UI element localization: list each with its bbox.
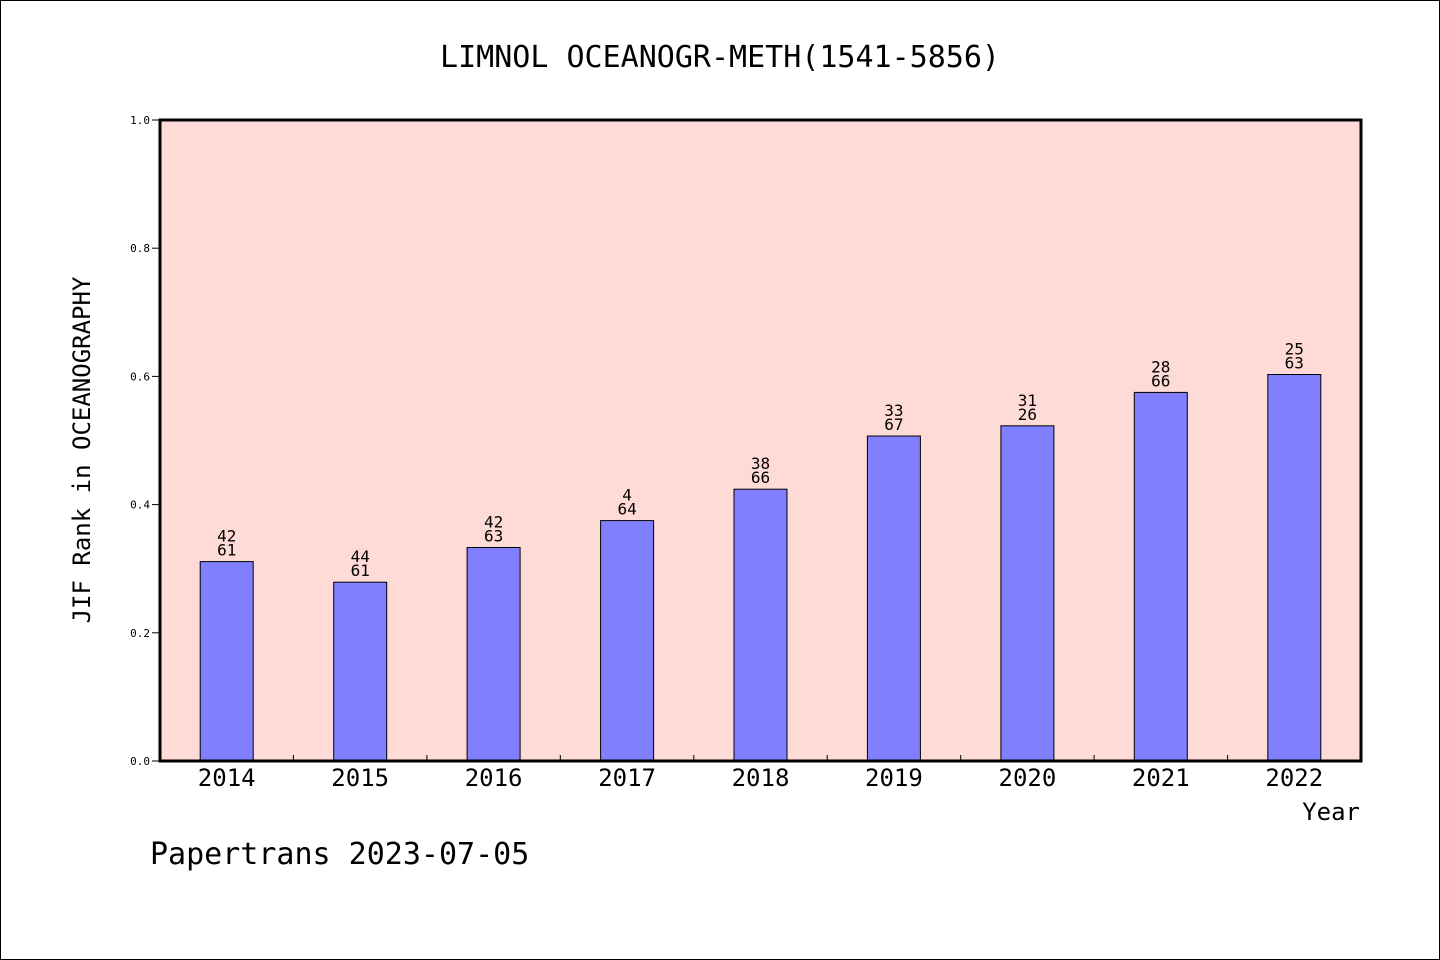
x-tick-label-2016: 2016	[465, 764, 523, 792]
data-label-bottom-2020: 26	[1018, 405, 1037, 424]
data-label-bottom-2015: 61	[351, 561, 370, 580]
y-tick-label-0.2: 0.2	[130, 627, 150, 640]
x-tick-label-2022: 2022	[1265, 764, 1323, 792]
bar-2014	[200, 562, 253, 761]
data-label-bottom-2022: 63	[1285, 354, 1304, 373]
x-tick-label-2020: 2020	[999, 764, 1057, 792]
bar-2015	[334, 582, 387, 761]
x-tick-label-2018: 2018	[732, 764, 790, 792]
bar-2018	[734, 489, 787, 761]
data-label-bottom-2019: 67	[884, 415, 903, 434]
bar-2022	[1268, 375, 1321, 762]
x-tick-label-2015: 2015	[331, 764, 389, 792]
bar-2019	[867, 436, 920, 761]
y-tick-label-1.0: 1.0	[130, 114, 150, 127]
y-tick-label-0.8: 0.8	[130, 242, 150, 255]
bar-2017	[601, 521, 654, 761]
y-tick-label-0.0: 0.0	[130, 755, 150, 768]
data-label-bottom-2016: 63	[484, 527, 503, 546]
data-label-bottom-2017: 64	[617, 500, 636, 519]
x-tick-label-2017: 2017	[598, 764, 656, 792]
data-label-bottom-2018: 66	[751, 468, 770, 487]
x-tick-label-2014: 2014	[198, 764, 256, 792]
data-label-bottom-2014: 61	[217, 541, 236, 560]
y-tick-label-0.4: 0.4	[130, 499, 150, 512]
bar-2020	[1001, 426, 1054, 761]
bar-2021	[1134, 392, 1187, 761]
bar-2016	[467, 548, 520, 762]
chart-title: LIMNOL OCEANOGR-METH(1541-5856)	[440, 40, 1000, 75]
x-tick-label-2019: 2019	[865, 764, 923, 792]
footer-credit: Papertrans 2023-07-05	[150, 837, 529, 872]
data-label-bottom-2021: 66	[1151, 371, 1170, 390]
y-axis-label: JIF Rank in OCEANOGRAPHY	[68, 276, 96, 623]
x-tick-label-2021: 2021	[1132, 764, 1190, 792]
x-axis-label: Year	[1302, 798, 1360, 826]
y-tick-label-0.6: 0.6	[130, 370, 150, 383]
